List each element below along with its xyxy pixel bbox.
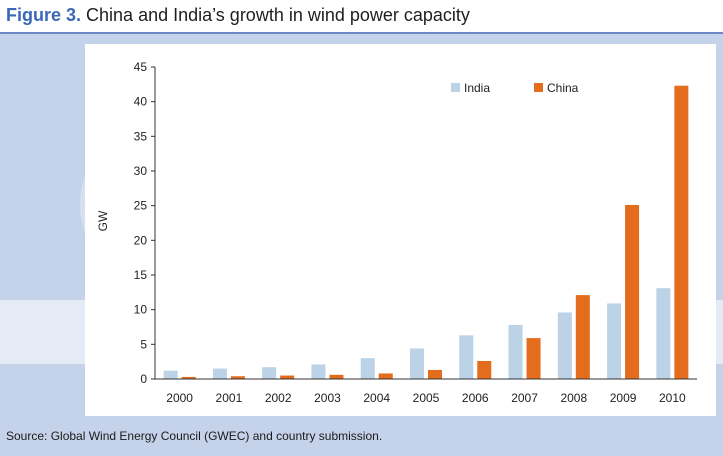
bar-india-2010 (656, 288, 671, 379)
y-tick-label: 0 (140, 372, 147, 386)
bar-china-2004 (378, 373, 393, 379)
legend-label-india: India (464, 81, 490, 95)
y-tick-label: 25 (134, 199, 148, 213)
bar-india-2005 (410, 348, 424, 379)
bar-china-2000 (181, 376, 196, 379)
bar-india-2004 (360, 358, 375, 379)
source-note: Source: Global Wind Energy Council (GWEC… (6, 429, 383, 443)
y-tick-label: 20 (134, 233, 148, 247)
bar-india-2006 (459, 335, 474, 379)
bar-china-2006 (477, 360, 492, 379)
y-tick-label: 35 (134, 129, 148, 143)
chart-panel: 0 5 10 15 20 25 30 35 40 45 GW 2000 2001 2002 2003 2004… (85, 44, 716, 416)
bar-china-2005 (428, 369, 442, 379)
bar-india-2001 (212, 368, 227, 379)
bar-india-2000 (163, 370, 178, 379)
bar-china-2009 (625, 204, 640, 379)
bar-india-2007 (508, 324, 523, 379)
x-tick-label: 2006 (462, 391, 489, 405)
bar-china-2001 (230, 376, 245, 379)
figure-title-bar: Figure 3. China and India’s growth in wi… (0, 0, 723, 34)
x-tick-label: 2008 (560, 391, 587, 405)
y-tick-label: 5 (140, 337, 147, 351)
legend-label-china: China (547, 81, 579, 95)
y-tick-label: 45 (134, 60, 148, 74)
bar-india-2008 (557, 312, 572, 379)
figure-title: China and India’s growth in wind power c… (86, 5, 470, 25)
bar-india-2002 (262, 367, 277, 379)
legend-swatch-india (451, 83, 460, 92)
bar-chart: 0 5 10 15 20 25 30 35 40 45 GW 2000 2001 2002 2003 2004… (96, 60, 697, 405)
x-tick-label: 2000 (166, 391, 193, 405)
y-tick-label: 40 (134, 95, 148, 109)
bar-china-2008 (575, 295, 590, 379)
x-tick-label: 2010 (659, 391, 686, 405)
x-tick-label: 2009 (610, 391, 637, 405)
bar-china-2010 (674, 85, 689, 379)
x-tick-label: 2005 (413, 391, 440, 405)
bar-china-2002 (280, 375, 295, 379)
x-tick-label: 2007 (511, 391, 538, 405)
legend-swatch-china (534, 83, 543, 92)
y-tick-label: 15 (134, 268, 148, 282)
bar-india-2003 (311, 364, 326, 379)
bar-india-2009 (607, 303, 622, 379)
x-tick-label: 2003 (314, 391, 341, 405)
x-tick-label: 2004 (363, 391, 390, 405)
figure-label: Figure 3. (6, 5, 82, 25)
y-tick-label: 30 (134, 164, 148, 178)
x-tick-label: 2001 (216, 391, 243, 405)
x-tick-label: 2002 (265, 391, 292, 405)
bar-china-2003 (329, 374, 344, 379)
bar-china-2007 (526, 338, 541, 379)
y-axis-title: GW (96, 210, 110, 231)
y-tick-label: 10 (134, 303, 148, 317)
